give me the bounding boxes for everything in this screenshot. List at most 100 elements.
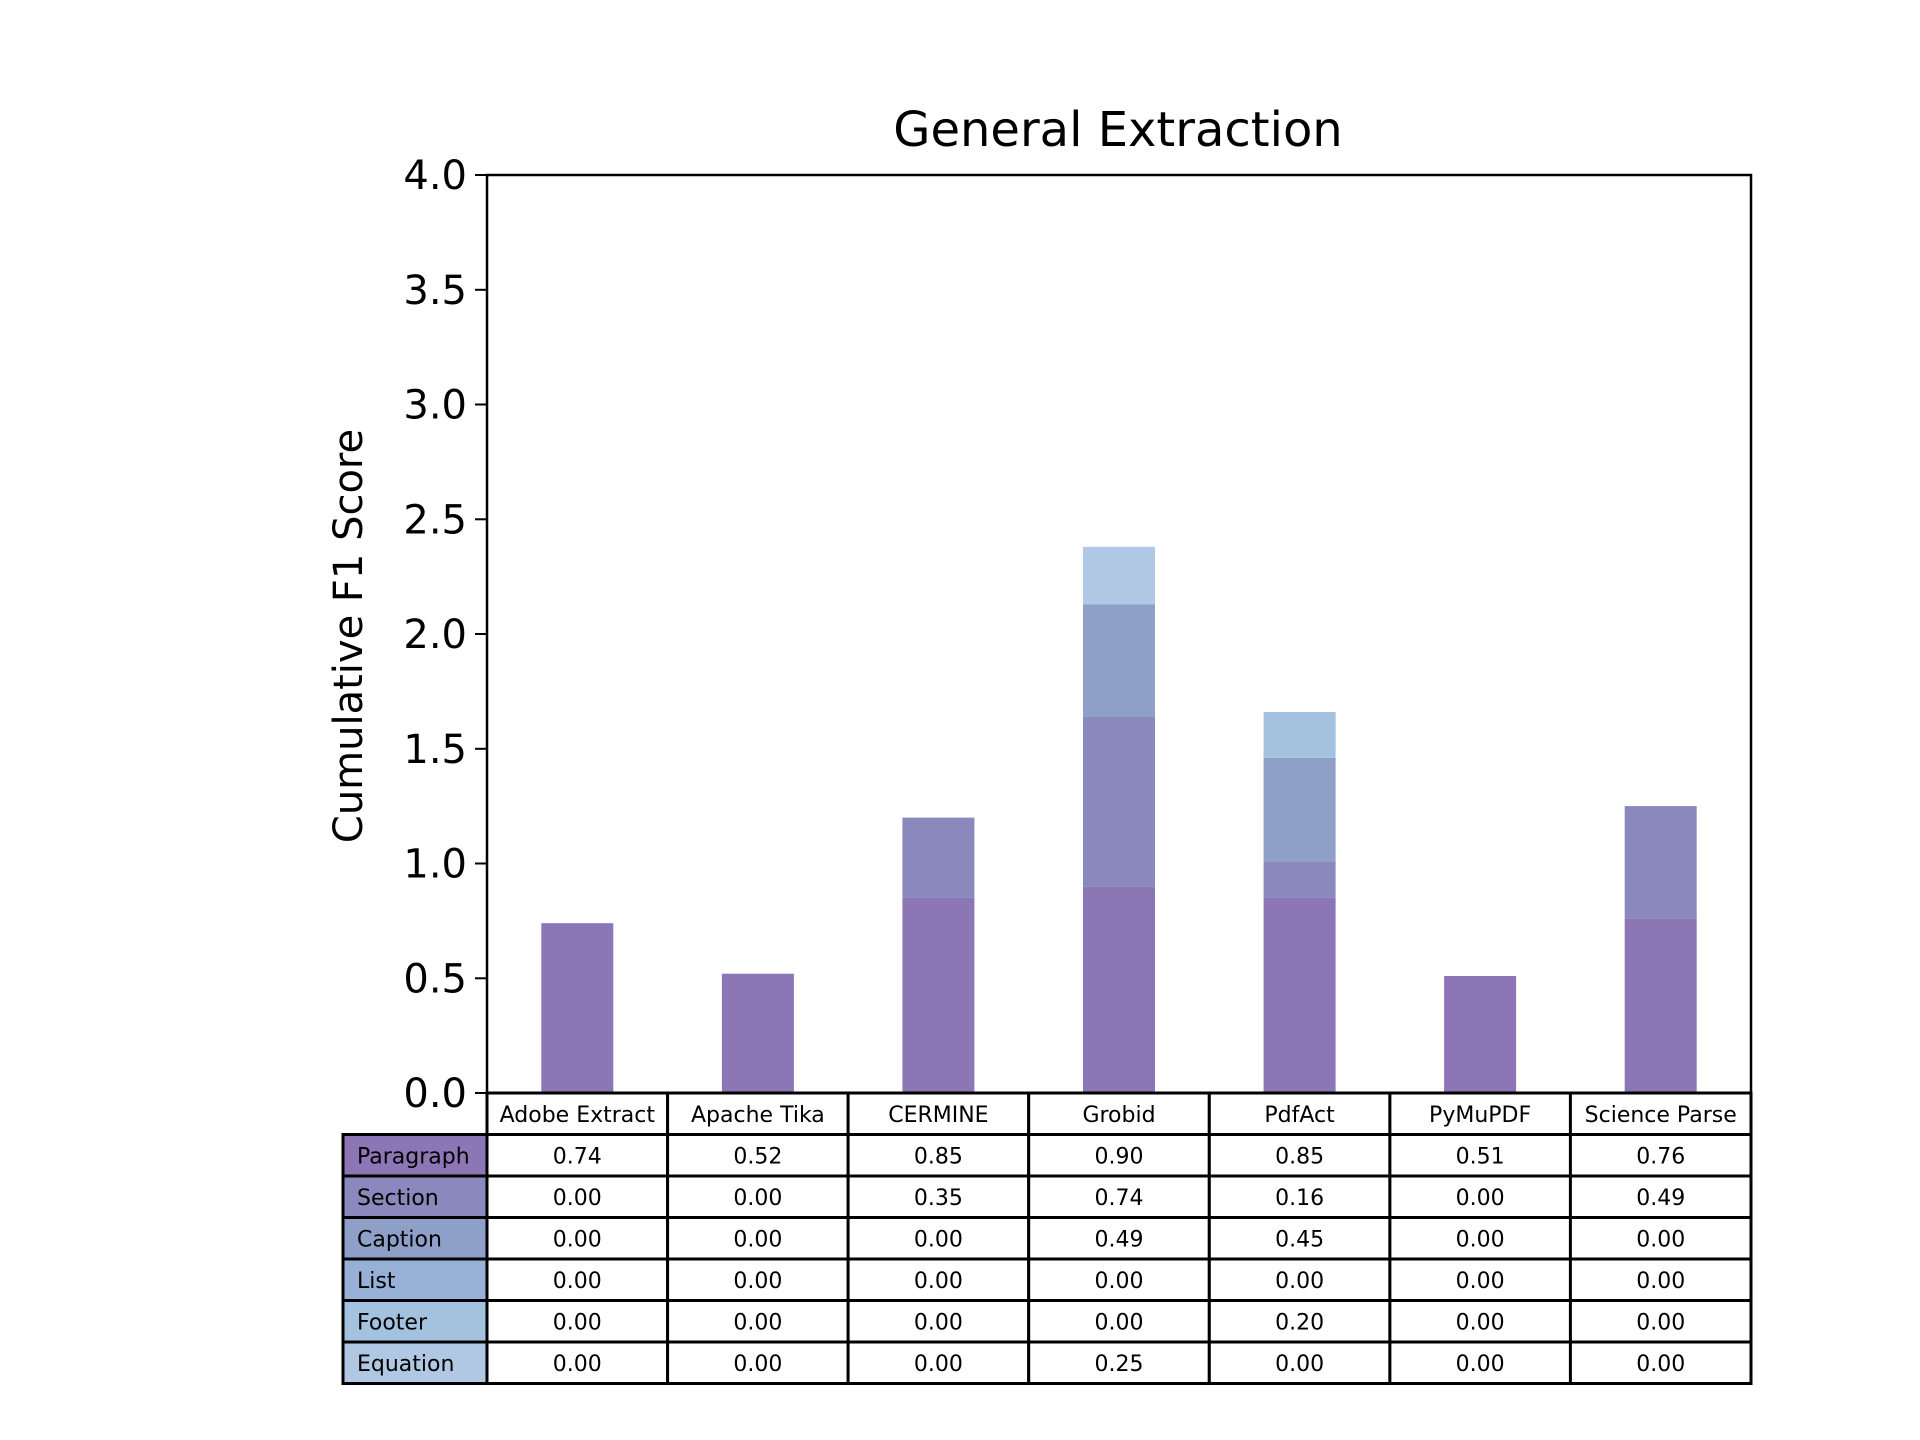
table-cell	[1207, 1299, 1392, 1344]
table-row-label: List	[357, 1269, 396, 1294]
bars-layer	[541, 546, 1697, 1093]
table-row-label-cell	[341, 1340, 489, 1385]
bar-segment	[1083, 546, 1155, 605]
table-cell	[1568, 1133, 1753, 1178]
plot-frame	[485, 173, 1753, 1095]
bar-segment	[1444, 976, 1517, 1093]
table-cell-value: 0.35	[914, 1186, 963, 1211]
table-cell	[485, 1133, 670, 1178]
table-cell	[1027, 1257, 1211, 1302]
bar-segment	[1263, 712, 1336, 758]
table-row-label: Section	[357, 1186, 439, 1211]
table-cell	[1568, 1340, 1753, 1385]
table-row-label: Footer	[357, 1310, 428, 1335]
table-cell-value: 0.00	[1456, 1269, 1505, 1294]
table-cell	[666, 1174, 850, 1219]
y-tick-label: 1.0	[403, 842, 467, 888]
table-cell	[846, 1133, 1031, 1178]
table-cell-value: 0.00	[1095, 1269, 1144, 1294]
table-cell-value: 0.00	[553, 1227, 602, 1252]
table-column-header: CERMINE	[888, 1103, 988, 1128]
y-tick-label: 1.5	[403, 727, 467, 773]
table-cell-value: 0.00	[1275, 1269, 1324, 1294]
table-cell-value: 0.52	[733, 1144, 782, 1169]
table-cell	[1027, 1340, 1211, 1385]
table-cell	[1207, 1133, 1392, 1178]
table-cell-value: 0.00	[1456, 1310, 1505, 1335]
y-axis: 0.0 0.5 1.0 1.5 2.0 2.5 3.0 3.5 4.0	[403, 153, 487, 1117]
table-column-header: Grobid	[1082, 1103, 1155, 1128]
table-cell-value: 0.00	[553, 1310, 602, 1335]
table-cell-value: 0.00	[914, 1269, 963, 1294]
y-tick-label: 3.5	[403, 268, 467, 314]
table-cell-value: 0.49	[1095, 1227, 1144, 1252]
table-row-label: Paragraph	[357, 1144, 470, 1169]
table-cell-value: 0.00	[553, 1186, 602, 1211]
bar-segment	[1624, 806, 1697, 919]
bar-segment	[1263, 897, 1336, 1093]
table-row-label: Equation	[357, 1352, 454, 1377]
data-table: Adobe Extract Apache Tika CERMINE Grobid Pdf…	[341, 1091, 1753, 1385]
table-cell	[666, 1340, 850, 1385]
y-tick-label: 0.5	[403, 956, 467, 1002]
table-cell-value: 0.85	[1275, 1144, 1324, 1169]
table-cell-value: 0.20	[1275, 1310, 1324, 1335]
table-cell-value: 0.74	[1095, 1186, 1144, 1211]
table-cell-value: 0.51	[1456, 1144, 1505, 1169]
bar-segment	[1263, 861, 1336, 898]
table-cell-value: 0.00	[1456, 1186, 1505, 1211]
table-cell-value: 0.00	[1095, 1310, 1144, 1335]
table-cell-value: 0.76	[1636, 1144, 1685, 1169]
bar-segment	[1083, 716, 1155, 887]
table-cell	[1388, 1299, 1573, 1344]
table-column-header: Apache Tika	[691, 1103, 825, 1128]
table-cell-value: 0.00	[1275, 1352, 1324, 1377]
table-cell-value: 0.00	[553, 1352, 602, 1377]
table-column-header: Science Parse	[1585, 1103, 1737, 1128]
table-cell-value: 0.00	[1456, 1227, 1505, 1252]
table-cell	[666, 1216, 850, 1261]
y-tick-label: 0.0	[403, 1071, 467, 1117]
table-cell	[485, 1174, 670, 1219]
bar-segment	[1083, 886, 1155, 1093]
table-cell-value: 0.00	[733, 1352, 782, 1377]
y-tick-label: 2.0	[403, 612, 467, 658]
bar-segment	[1624, 918, 1697, 1093]
y-tick-label: 4.0	[403, 153, 467, 199]
bar-segment	[721, 973, 794, 1093]
table-cell-value: 0.00	[914, 1352, 963, 1377]
table-cell	[666, 1257, 850, 1302]
bar-segment	[902, 817, 975, 898]
table-cell-value: 0.25	[1095, 1352, 1144, 1377]
y-axis-label: Cumulative F1 Score	[326, 429, 372, 843]
table-cell-value: 0.00	[1456, 1352, 1505, 1377]
table-column-header: PdfAct	[1264, 1103, 1335, 1128]
table-cell-value: 0.00	[914, 1310, 963, 1335]
bar-segment	[1263, 757, 1336, 862]
table-cell-value: 0.16	[1275, 1186, 1324, 1211]
table-cell-value: 0.49	[1636, 1186, 1685, 1211]
table-cell-value: 0.00	[553, 1269, 602, 1294]
bar-segment	[541, 923, 614, 1093]
table-cell-value: 0.00	[733, 1269, 782, 1294]
table-cell-value: 0.74	[553, 1144, 602, 1169]
y-tick-label: 3.0	[403, 383, 467, 429]
bar-segment	[1083, 604, 1155, 717]
table-cell-value: 0.00	[1636, 1269, 1685, 1294]
table-cell	[846, 1340, 1031, 1385]
table-row-label: Caption	[357, 1227, 442, 1252]
table-cell-value: 0.00	[733, 1310, 782, 1335]
table-cell-value: 0.00	[1636, 1310, 1685, 1335]
table-cell-value: 0.00	[914, 1227, 963, 1252]
table-cell-value: 0.00	[733, 1186, 782, 1211]
table-cell	[1568, 1299, 1753, 1344]
table-cell	[1207, 1340, 1392, 1385]
table-cell-value: 0.90	[1095, 1144, 1144, 1169]
table-cell	[1388, 1216, 1573, 1261]
table-row-label-cell	[341, 1174, 489, 1219]
chart-title: General Extraction	[893, 102, 1342, 158]
table-cell-value: 0.00	[733, 1227, 782, 1252]
y-tick-label: 2.5	[403, 497, 467, 543]
table-row-label-cell	[341, 1257, 489, 1302]
